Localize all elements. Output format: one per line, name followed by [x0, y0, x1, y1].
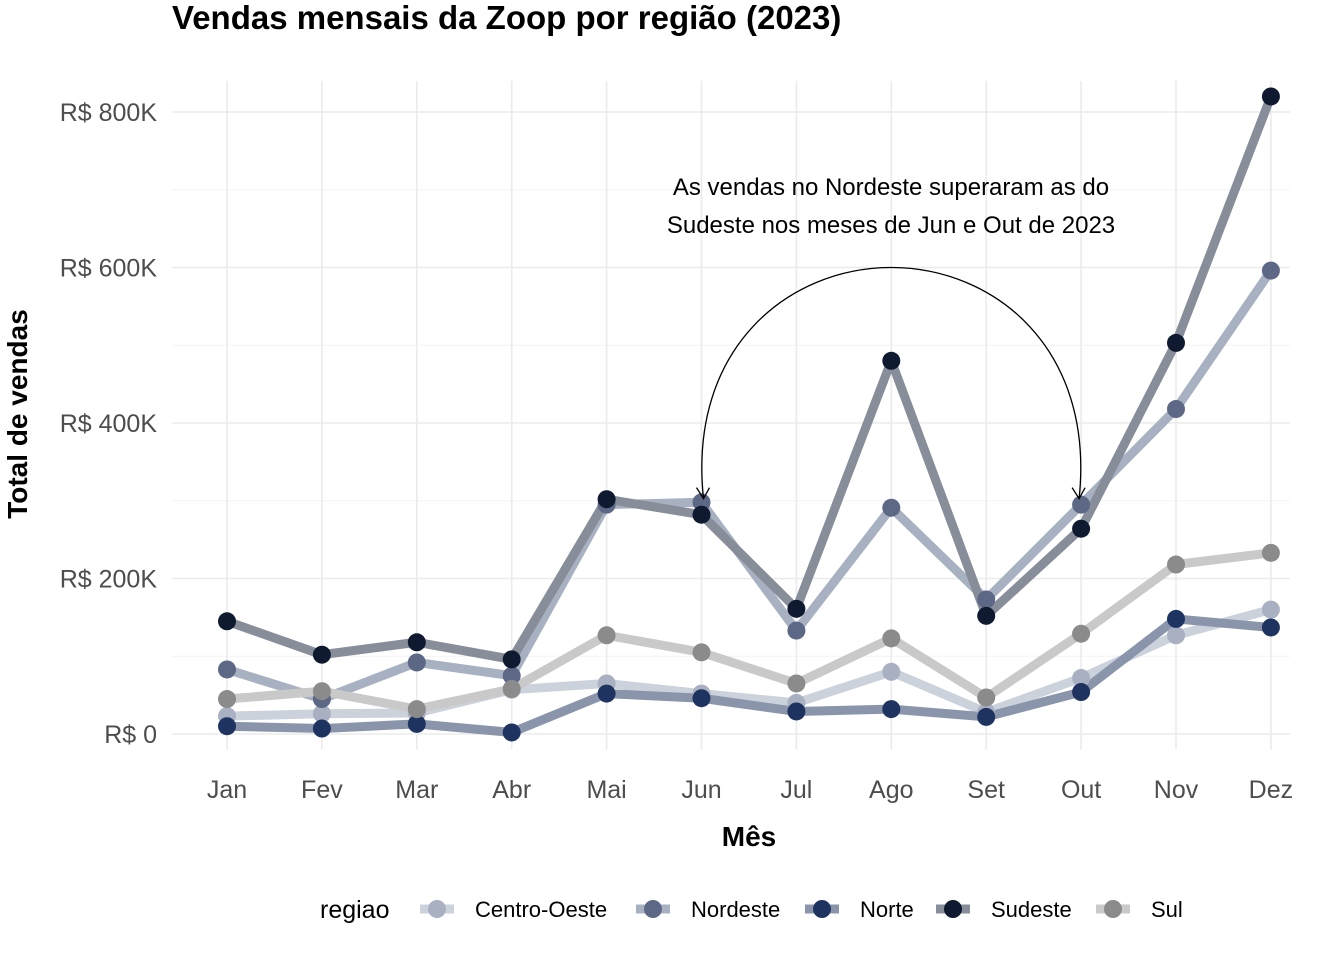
y-tick-label: R$ 600K [60, 255, 158, 283]
x-tick-label: Ago [869, 776, 913, 804]
x-tick-label: Mai [586, 776, 626, 804]
x-tick-label: Abr [492, 776, 531, 804]
legend-label: Sul [1151, 897, 1183, 922]
data-point [787, 674, 806, 693]
data-point [218, 612, 236, 631]
x-tick-label: Out [1061, 776, 1101, 804]
x-tick-label: Dez [1249, 776, 1293, 804]
series-line [222, 548, 1276, 714]
data-point [1167, 555, 1185, 574]
data-point [1167, 333, 1185, 352]
data-point [1261, 618, 1280, 637]
data-point [502, 679, 521, 698]
data-point [787, 621, 806, 640]
data-point [1072, 495, 1091, 514]
data-point [597, 626, 616, 645]
data-point [692, 643, 711, 662]
y-axis-tick-labels: R$ 0 R$ 200K R$ 400K R$ 600K R$ 800K [60, 99, 158, 749]
annotation-arrow-arc [701, 266, 1082, 499]
data-point [597, 684, 616, 703]
annotation-line-2: Sudeste nos meses de Jun e Out de 2023 [667, 212, 1115, 239]
annotation-line-1: As vendas no Nordeste superaram as do [673, 174, 1109, 201]
data-point [1072, 519, 1091, 538]
x-tick-label: Nov [1154, 776, 1199, 804]
data-point [977, 590, 996, 609]
data-point [312, 704, 331, 723]
y-axis-title: Total de vendas [2, 309, 33, 519]
legend-label: Nordeste [691, 897, 780, 922]
data-point [502, 723, 521, 742]
data-point [312, 719, 331, 738]
x-tick-label: Mar [395, 776, 438, 804]
data-point [882, 662, 901, 681]
annotation-arrow-head-out [1071, 487, 1086, 500]
data-point [882, 351, 901, 370]
y-tick-label: R$ 400K [60, 410, 158, 438]
data-point [977, 688, 996, 707]
data-point [692, 505, 711, 524]
x-tick-label: Jan [207, 776, 247, 804]
data-point [1261, 87, 1280, 106]
series-points [218, 87, 1280, 742]
legend-key-point [944, 900, 962, 918]
data-point [218, 690, 236, 709]
data-point [1167, 400, 1185, 419]
series-line [222, 91, 1276, 664]
legend-key-point [644, 900, 662, 918]
x-tick-label: Jul [780, 776, 812, 804]
series-lines [222, 91, 1276, 737]
data-point [502, 666, 521, 685]
series-line [222, 605, 1276, 721]
x-tick-label: Set [967, 776, 1005, 804]
data-point [977, 606, 996, 625]
data-point [312, 645, 331, 664]
data-point [407, 633, 426, 652]
legend-label: Norte [860, 897, 914, 922]
chart-title: Vendas mensais da Zoop por região (2023) [172, 0, 841, 36]
data-point [977, 707, 996, 726]
data-point [1072, 624, 1091, 643]
data-point [692, 689, 711, 708]
x-axis-title: Mês [722, 821, 776, 852]
data-point [218, 660, 236, 679]
data-point [882, 498, 901, 517]
legend-key-point [428, 900, 446, 918]
data-point [1261, 261, 1280, 280]
data-point [407, 700, 426, 719]
data-point [1072, 669, 1091, 688]
data-point [1167, 626, 1185, 645]
annotation: As vendas no Nordeste superaram as do Su… [667, 174, 1115, 500]
data-point [882, 629, 901, 648]
x-axis-tick-labels: Jan Fev Mar Abr Mai Jun Jul Ago Set Out Nov Dez [207, 776, 1293, 804]
series-line [222, 266, 1276, 704]
series-line [222, 614, 1276, 737]
data-point [787, 702, 806, 721]
legend-label: Sudeste [991, 897, 1072, 922]
data-point [1167, 609, 1185, 628]
x-tick-label: Fev [301, 776, 343, 804]
y-tick-label: R$ 200K [60, 566, 158, 594]
data-point [218, 717, 236, 736]
data-point [1072, 683, 1091, 702]
legend-key-point [1104, 900, 1122, 918]
data-point [692, 493, 711, 512]
data-point [882, 700, 901, 719]
data-point [787, 599, 806, 618]
legend-label: Centro-Oeste [475, 897, 607, 922]
y-tick-label: R$ 800K [60, 99, 158, 127]
data-point [407, 714, 426, 733]
data-point [502, 650, 521, 669]
data-point [312, 682, 331, 701]
legend: regiao Centro-Oeste Nordeste Norte Sudeste S… [320, 896, 1183, 924]
x-tick-label: Jun [681, 776, 721, 804]
y-tick-label: R$ 0 [104, 721, 157, 749]
legend-title: regiao [320, 896, 390, 924]
data-point [1261, 543, 1280, 562]
data-point [407, 653, 426, 672]
data-point [1261, 600, 1280, 619]
legend-key-point [813, 900, 831, 918]
annotation-arrow-head-jun [695, 487, 711, 500]
data-point [597, 490, 616, 509]
